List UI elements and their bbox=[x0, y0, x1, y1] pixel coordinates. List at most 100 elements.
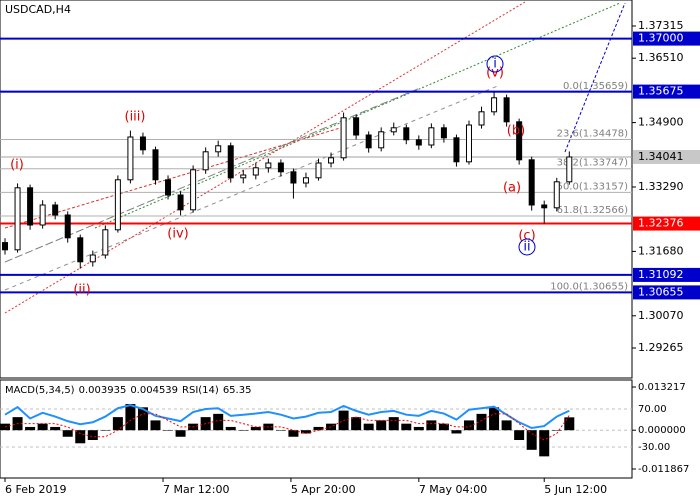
y-tick-label: 1.34900 bbox=[638, 116, 684, 129]
candle-body bbox=[39, 204, 46, 226]
fib-label: 23.6(1.34478) bbox=[557, 128, 629, 139]
macd-bar bbox=[401, 423, 412, 431]
candle-body bbox=[227, 145, 234, 179]
x-tick-label: 6 Feb 2019 bbox=[5, 483, 66, 496]
wave-label: (iv) bbox=[167, 227, 188, 242]
x-tick-label: 5 Apr 20:00 bbox=[291, 483, 356, 496]
macd-bar bbox=[25, 426, 36, 431]
macd-bar bbox=[351, 417, 362, 431]
projection-line bbox=[564, 2, 626, 153]
level-label: 1.32376 bbox=[638, 217, 684, 230]
wave-label: (i) bbox=[10, 158, 24, 173]
candle-body bbox=[453, 137, 460, 163]
channel-line bbox=[4, 87, 421, 263]
candle-body bbox=[215, 145, 222, 153]
macd-bar bbox=[326, 423, 337, 431]
rsi-line bbox=[4, 404, 570, 430]
level-box bbox=[633, 84, 700, 99]
macd-bar bbox=[250, 426, 261, 431]
candle-body bbox=[202, 151, 209, 171]
level-box bbox=[633, 285, 700, 300]
candle-body bbox=[315, 162, 322, 179]
level-label: 1.31092 bbox=[638, 268, 684, 281]
candle-body bbox=[265, 162, 272, 169]
macd-bar bbox=[125, 404, 136, 431]
wave-label: (ii) bbox=[73, 283, 90, 298]
macd-bar bbox=[463, 420, 474, 431]
wave-circle bbox=[518, 238, 536, 256]
candle-body bbox=[440, 127, 447, 139]
signal-line bbox=[4, 413, 570, 441]
candle-body bbox=[77, 237, 84, 263]
candle-body bbox=[390, 127, 397, 133]
fib-label: 38.2(1.33747) bbox=[557, 158, 629, 169]
macd-bar bbox=[163, 430, 174, 431]
indicator-name: MACD(5,34,5) bbox=[5, 385, 75, 396]
y-tick-label: 1.31680 bbox=[638, 244, 684, 257]
current-price-box bbox=[633, 149, 700, 164]
y-tick-label: -0.011867 bbox=[638, 464, 689, 475]
main-panel bbox=[0, 0, 633, 379]
candle-body bbox=[491, 97, 498, 113]
wave-label: (b) bbox=[507, 124, 525, 139]
candle-body bbox=[541, 204, 548, 209]
macd-bar bbox=[539, 430, 550, 457]
candle-body bbox=[403, 127, 410, 141]
macd-bar bbox=[526, 430, 537, 450]
wave-label: (a) bbox=[503, 181, 521, 196]
macd-bar bbox=[438, 423, 449, 431]
y-tick-label: 1.36510 bbox=[638, 51, 684, 64]
rsi-name: RSI(14) bbox=[182, 385, 219, 396]
candle-body bbox=[328, 157, 335, 164]
wave-label: ii bbox=[523, 240, 530, 255]
macd-bar bbox=[476, 413, 487, 431]
candle-body bbox=[277, 162, 284, 173]
macd-bar bbox=[426, 420, 437, 431]
y-tick-label: 0.013217 bbox=[638, 382, 686, 393]
candle-body bbox=[528, 159, 535, 206]
candle-body bbox=[415, 139, 422, 146]
candle-body bbox=[14, 187, 21, 251]
macd-bar bbox=[0, 423, 11, 431]
macd-bar bbox=[238, 430, 249, 431]
rsi-value: 65.35 bbox=[223, 385, 252, 396]
candle-body bbox=[478, 111, 485, 126]
candle-body bbox=[64, 214, 71, 239]
y2-tick-label: 70.00 bbox=[638, 404, 667, 415]
macd-bar bbox=[50, 426, 61, 431]
candle-body bbox=[240, 174, 247, 179]
macd-bar bbox=[413, 426, 424, 431]
candle-body bbox=[52, 204, 59, 216]
wave-label: (v) bbox=[486, 66, 504, 81]
level-label: 1.37000 bbox=[638, 32, 684, 45]
macd-bar bbox=[150, 420, 161, 431]
candle-body bbox=[353, 117, 360, 136]
macd-bar bbox=[87, 430, 98, 441]
macd-bar bbox=[388, 417, 399, 431]
level-label: 1.35675 bbox=[638, 85, 684, 98]
macd-bar bbox=[564, 417, 575, 431]
chart-title: USDCAD,H4 bbox=[5, 3, 71, 16]
candle-body bbox=[252, 167, 259, 176]
candle-body bbox=[152, 149, 159, 181]
candle-body bbox=[2, 242, 9, 251]
level-box bbox=[633, 31, 700, 46]
level-box bbox=[633, 216, 700, 231]
channel-line bbox=[4, 84, 501, 291]
candle-body bbox=[127, 136, 134, 181]
macd-bar bbox=[112, 417, 123, 431]
x-tick-label: 7 Mar 12:00 bbox=[163, 483, 229, 496]
macd-bar bbox=[313, 426, 324, 431]
fib-label: 61.8(1.32566) bbox=[557, 205, 629, 216]
channel-line bbox=[94, 2, 621, 229]
fib-label: 50.0(1.33157) bbox=[557, 181, 629, 192]
macd-bar bbox=[100, 430, 111, 431]
fib-label: 100.0(1.30655) bbox=[550, 281, 628, 292]
y-tick-label: 1.29265 bbox=[638, 341, 684, 354]
macd-value: 0.003935 bbox=[79, 385, 127, 396]
macd-bar bbox=[37, 423, 48, 431]
candle-body bbox=[190, 169, 197, 211]
indicator-header: MACD(5,34,5) 0.003935 0.004539 RSI(14) 65.35 bbox=[5, 385, 251, 396]
candle-body bbox=[465, 124, 472, 163]
macd-bar bbox=[75, 430, 86, 444]
